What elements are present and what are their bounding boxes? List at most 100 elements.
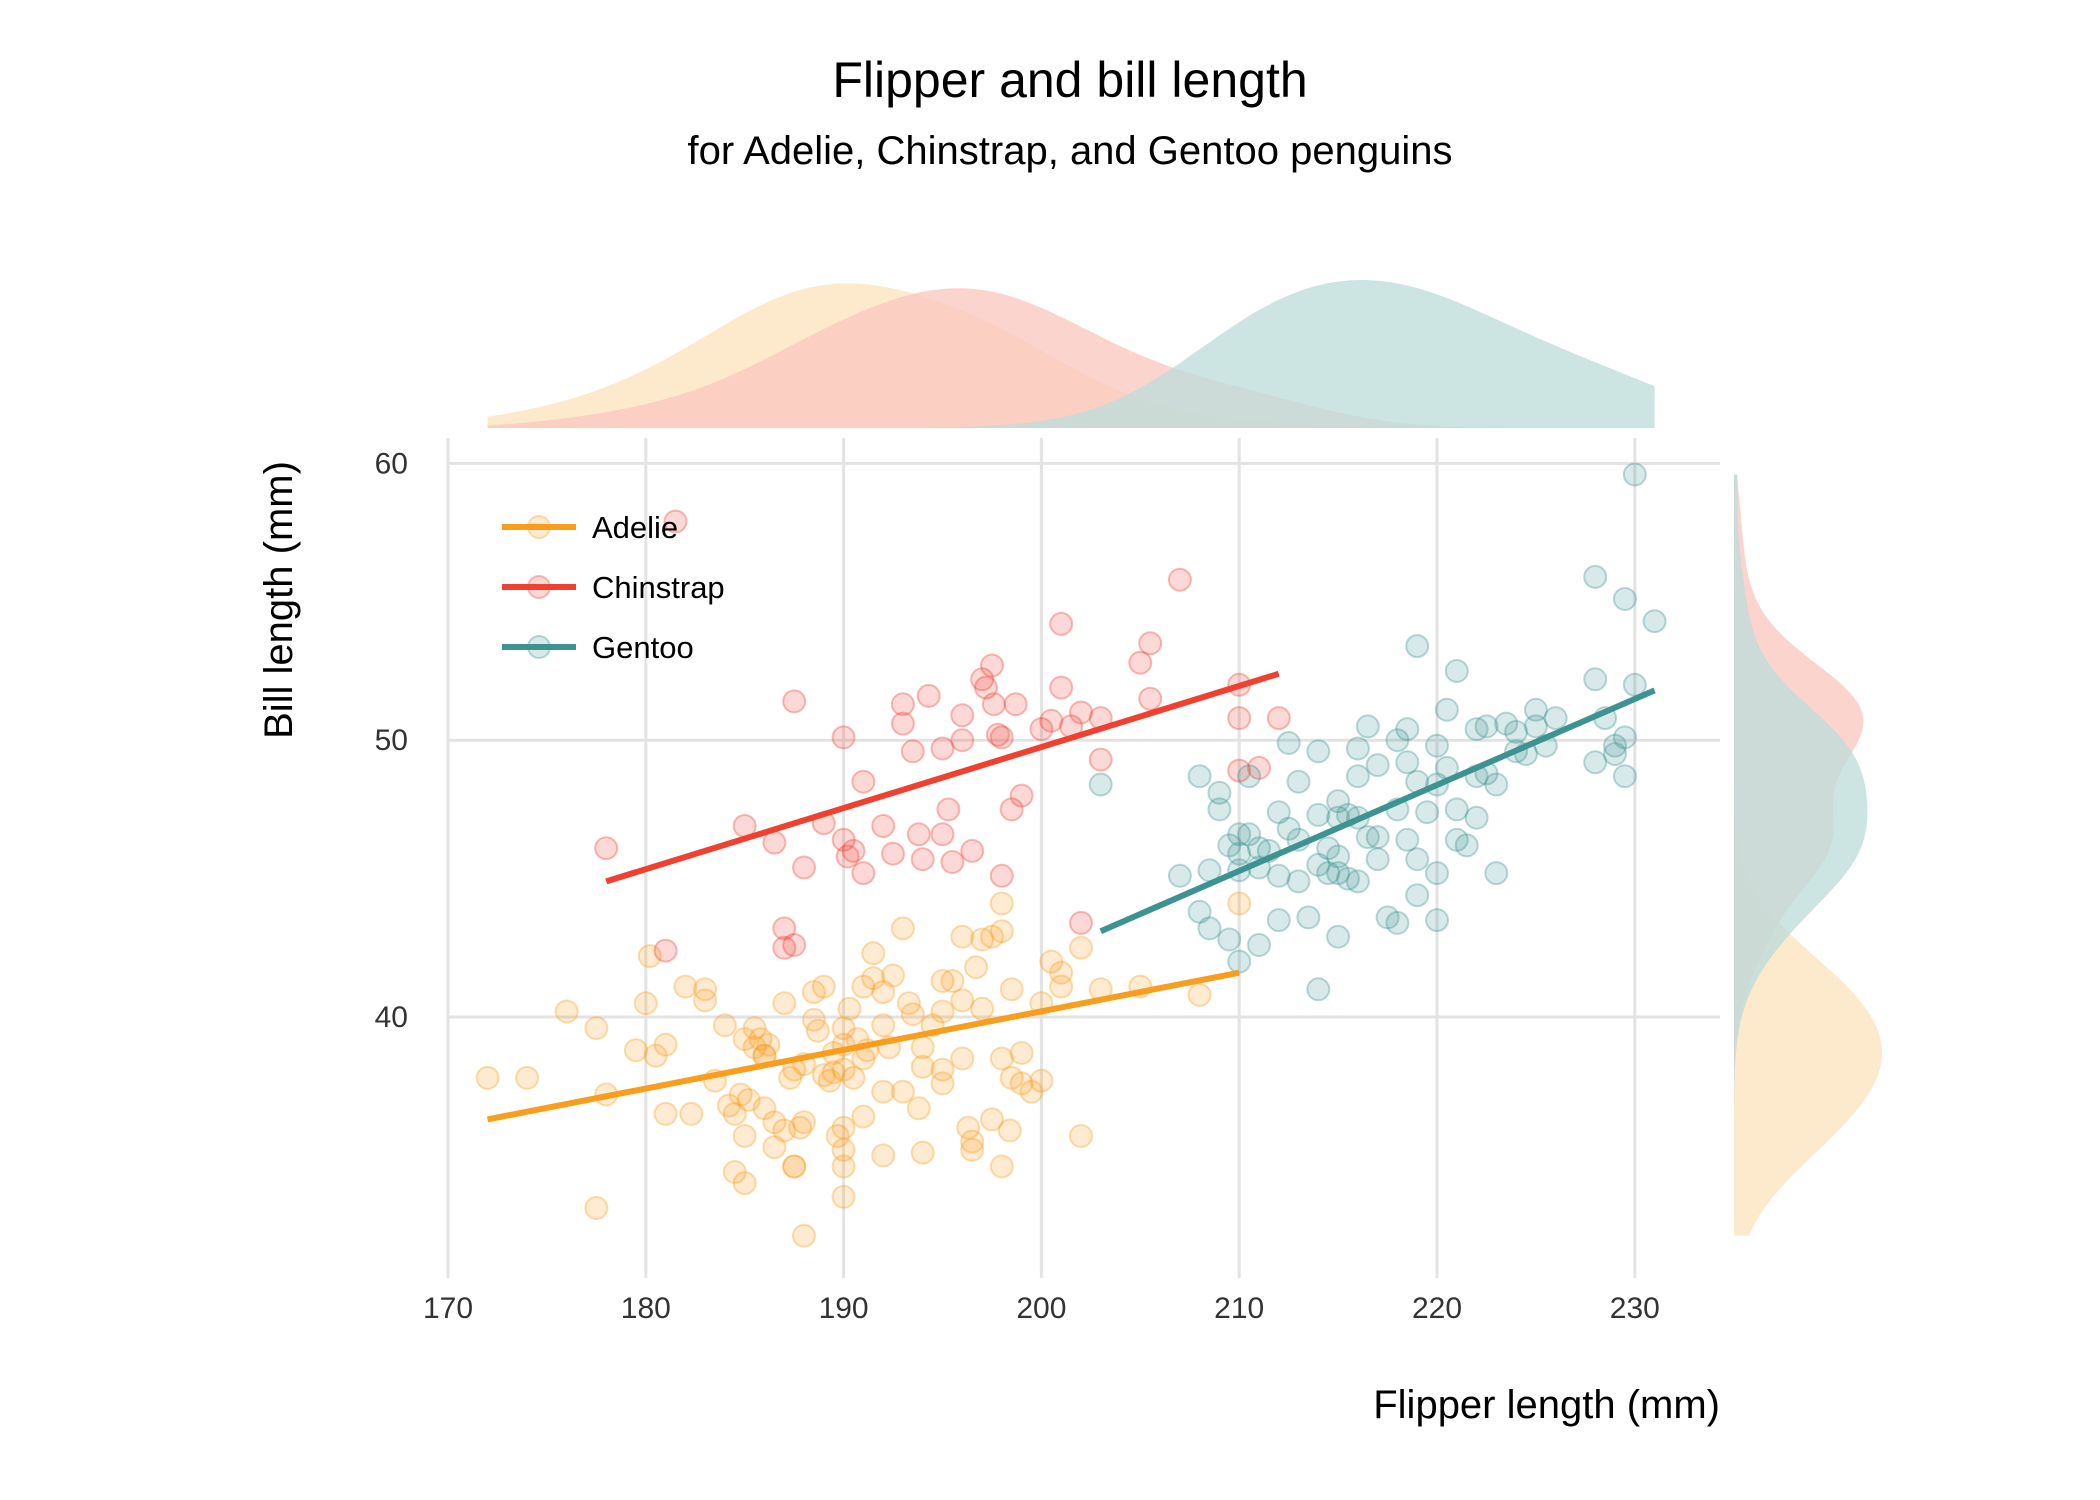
point-gentoo	[1504, 719, 1529, 744]
point-chinstrap	[782, 933, 807, 957]
point-adelie	[811, 974, 836, 999]
x-tick-label: 220	[1412, 1292, 1462, 1325]
point-adelie	[831, 1115, 856, 1140]
point-adelie	[930, 1057, 955, 1082]
point-gentoo	[1207, 797, 1232, 822]
point-gentoo	[1454, 833, 1479, 858]
point-gentoo	[1345, 869, 1370, 894]
point-gentoo	[1227, 822, 1252, 847]
point-gentoo	[1385, 728, 1410, 753]
point-adelie	[554, 999, 579, 1024]
point-chinstrap	[1049, 611, 1074, 636]
point-gentoo	[1306, 852, 1331, 877]
point-chinstrap	[1128, 650, 1153, 675]
point-gentoo	[1484, 861, 1509, 886]
point-gentoo	[1583, 564, 1608, 589]
point-chinstrap	[831, 827, 856, 852]
point-adelie	[900, 1002, 925, 1027]
point-chinstrap	[851, 769, 876, 794]
point-adelie	[841, 1065, 866, 1090]
point-chinstrap	[981, 692, 1006, 717]
point-chinstrap	[916, 683, 941, 708]
point-adelie	[851, 1104, 876, 1129]
point-chinstrap	[970, 667, 995, 692]
point-adelie	[817, 1068, 842, 1093]
point-adelie	[950, 988, 975, 1013]
x-tick-label: 180	[621, 1292, 671, 1325]
point-adelie	[716, 1093, 741, 1118]
point-chinstrap	[985, 722, 1010, 747]
point-chinstrap	[851, 861, 876, 886]
point-chinstrap	[594, 836, 619, 861]
point-adelie	[732, 1027, 757, 1052]
top-density-gentoo	[487, 280, 1655, 428]
point-adelie	[910, 1140, 935, 1165]
point-gentoo	[1247, 933, 1271, 957]
trend-line-adelie	[486, 969, 1240, 1123]
point-gentoo	[1276, 731, 1301, 755]
point-chinstrap	[1266, 706, 1291, 731]
point-adelie	[762, 1135, 787, 1160]
legend-label-gentoo: Gentoo	[592, 630, 694, 665]
x-tick-label: 210	[1214, 1292, 1264, 1325]
point-chinstrap	[835, 844, 860, 869]
point-gentoo	[1336, 866, 1360, 891]
point-adelie	[980, 1107, 1004, 1132]
point-chinstrap	[1227, 706, 1252, 731]
point-adelie	[762, 1110, 787, 1135]
point-gentoo	[1355, 714, 1380, 739]
legend: Adelie Chinstrap Gentoo	[502, 510, 725, 665]
trend-lines	[486, 670, 1656, 1123]
point-adelie	[584, 1196, 609, 1220]
point-adelie	[679, 1101, 704, 1126]
point-gentoo	[1642, 609, 1667, 634]
point-chinstrap	[772, 916, 797, 941]
point-chinstrap	[1049, 675, 1074, 700]
trend-line-chinstrap	[605, 670, 1280, 885]
point-adelie	[801, 1007, 826, 1032]
point-gentoo	[1603, 742, 1627, 766]
point-gentoo	[1583, 667, 1608, 692]
point-chinstrap	[960, 838, 985, 863]
scatter-points	[475, 462, 1667, 1248]
point-adelie	[1049, 974, 1074, 999]
point-adelie	[801, 980, 826, 1005]
point-adelie	[871, 1013, 896, 1038]
axes: 170 180 190 200 210 220 230 40 50 60	[375, 447, 1660, 1325]
top-density-chinstrap	[487, 288, 1655, 428]
point-gentoo	[1207, 780, 1232, 805]
point-adelie	[752, 1096, 777, 1121]
point-gentoo	[1425, 908, 1449, 933]
point-gentoo	[1217, 833, 1242, 858]
point-adelie	[997, 1118, 1022, 1143]
point-chinstrap	[1029, 717, 1054, 742]
point-adelie	[851, 974, 876, 999]
point-adelie	[1069, 1124, 1093, 1148]
point-adelie	[722, 1101, 747, 1126]
point-adelie	[950, 924, 975, 949]
legend-label-chinstrap: Chinstrap	[592, 570, 725, 605]
point-chinstrap	[906, 822, 931, 847]
point-adelie	[792, 1110, 816, 1135]
point-chinstrap	[1138, 686, 1163, 711]
point-gentoo	[1365, 825, 1390, 850]
point-chinstrap	[831, 725, 856, 750]
point-adelie	[805, 1018, 830, 1043]
y-axis-label: Bill length (mm)	[257, 461, 301, 739]
point-gentoo	[1237, 822, 1262, 847]
point-chinstrap	[936, 797, 961, 822]
point-adelie	[736, 1088, 761, 1112]
point-adelie	[890, 1079, 915, 1104]
point-gentoo	[1375, 905, 1400, 930]
point-chinstrap	[940, 850, 965, 874]
y-tick-label: 50	[375, 724, 408, 757]
point-chinstrap	[1069, 910, 1093, 935]
point-adelie	[782, 1154, 807, 1179]
point-adelie	[831, 1016, 856, 1041]
point-adelie	[742, 1016, 767, 1041]
point-gentoo	[1405, 847, 1430, 872]
point-chinstrap	[1003, 692, 1028, 717]
point-adelie	[956, 1115, 981, 1140]
point-adelie	[989, 891, 1014, 916]
point-chinstrap	[890, 692, 915, 717]
